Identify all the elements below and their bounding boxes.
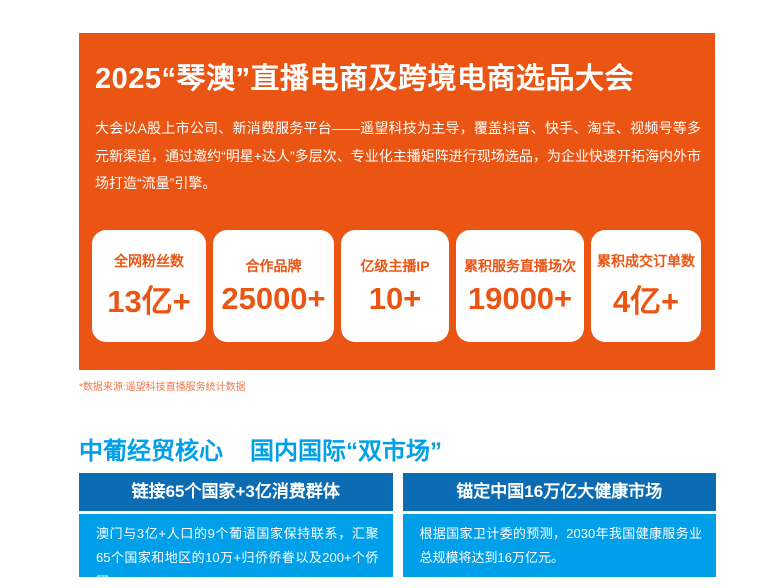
stat-label: 合作品牌 [245, 257, 302, 274]
stats-row: 全网粉丝数 13亿+ 合作品牌 25000+ 亿级主播IP 10+ 累积服务直播… [92, 230, 701, 342]
stat-label: 全网粉丝数 [114, 253, 184, 269]
stat-value: 19000+ [467, 280, 573, 316]
stat-value: 4亿+ [612, 284, 680, 319]
stat-label: 累积服务直播场次 [464, 257, 576, 274]
stat-card-brands: 合作品牌 25000+ [213, 230, 334, 342]
data-source-footnote: *数据来源:遥望科技直播服务统计数据 [79, 382, 246, 393]
column-countries: 链接65个国家+3亿消费群体 澳门与3亿+人口的9个葡语国家保持联系，汇聚65个… [79, 473, 393, 588]
section-heading: 中葡经贸核心 国内国际“双市场” [79, 431, 442, 466]
event-title: 2025“琴澳”直播电商及跨境电商选品大会 [95, 63, 635, 95]
column-health-market: 锚定中国16万亿大健康市场 根据国家卫计委的预测，2030年我国健康服务业总规模… [402, 473, 716, 577]
event-description: 大会以A股上市公司、新消费服务平台——遥望科技为主导，覆盖抖音、快手、淘宝、视频… [95, 120, 701, 191]
section-heading-part1: 中葡经贸核心 [79, 438, 223, 465]
market-columns: 链接65个国家+3亿消费群体 澳门与3亿+人口的9个葡语国家保持联系，汇聚65个… [79, 473, 716, 588]
column-header: 锚定中国16万亿大健康市场 [402, 473, 716, 511]
stat-label: 累积成交订单数 [597, 253, 695, 269]
stat-card-fans: 全网粉丝数 13亿+ [92, 230, 206, 342]
stat-card-orders: 累积成交订单数 4亿+ [591, 230, 701, 342]
stat-label: 亿级主播IP [360, 257, 430, 274]
stat-card-anchor-ip: 亿级主播IP 10+ [341, 230, 449, 342]
stat-card-live-sessions: 累积服务直播场次 19000+ [456, 230, 584, 342]
column-body: 根据国家卫计委的预测，2030年我国健康服务业总规模将达到16万亿元。 [402, 514, 716, 577]
section-heading-part2: 国内国际“双市场” [250, 438, 442, 465]
stat-value: 10+ [368, 280, 422, 316]
stat-value: 25000+ [221, 280, 326, 316]
column-header: 链接65个国家+3亿消费群体 [79, 473, 393, 511]
event-banner: 2025“琴澳”直播电商及跨境电商选品大会 大会以A股上市公司、新消费服务平台—… [79, 33, 715, 370]
column-body: 澳门与3亿+人口的9个葡语国家保持联系，汇聚65个国家和地区的10万+归侨侨眷以… [79, 514, 393, 588]
stat-value: 13亿+ [107, 284, 191, 319]
